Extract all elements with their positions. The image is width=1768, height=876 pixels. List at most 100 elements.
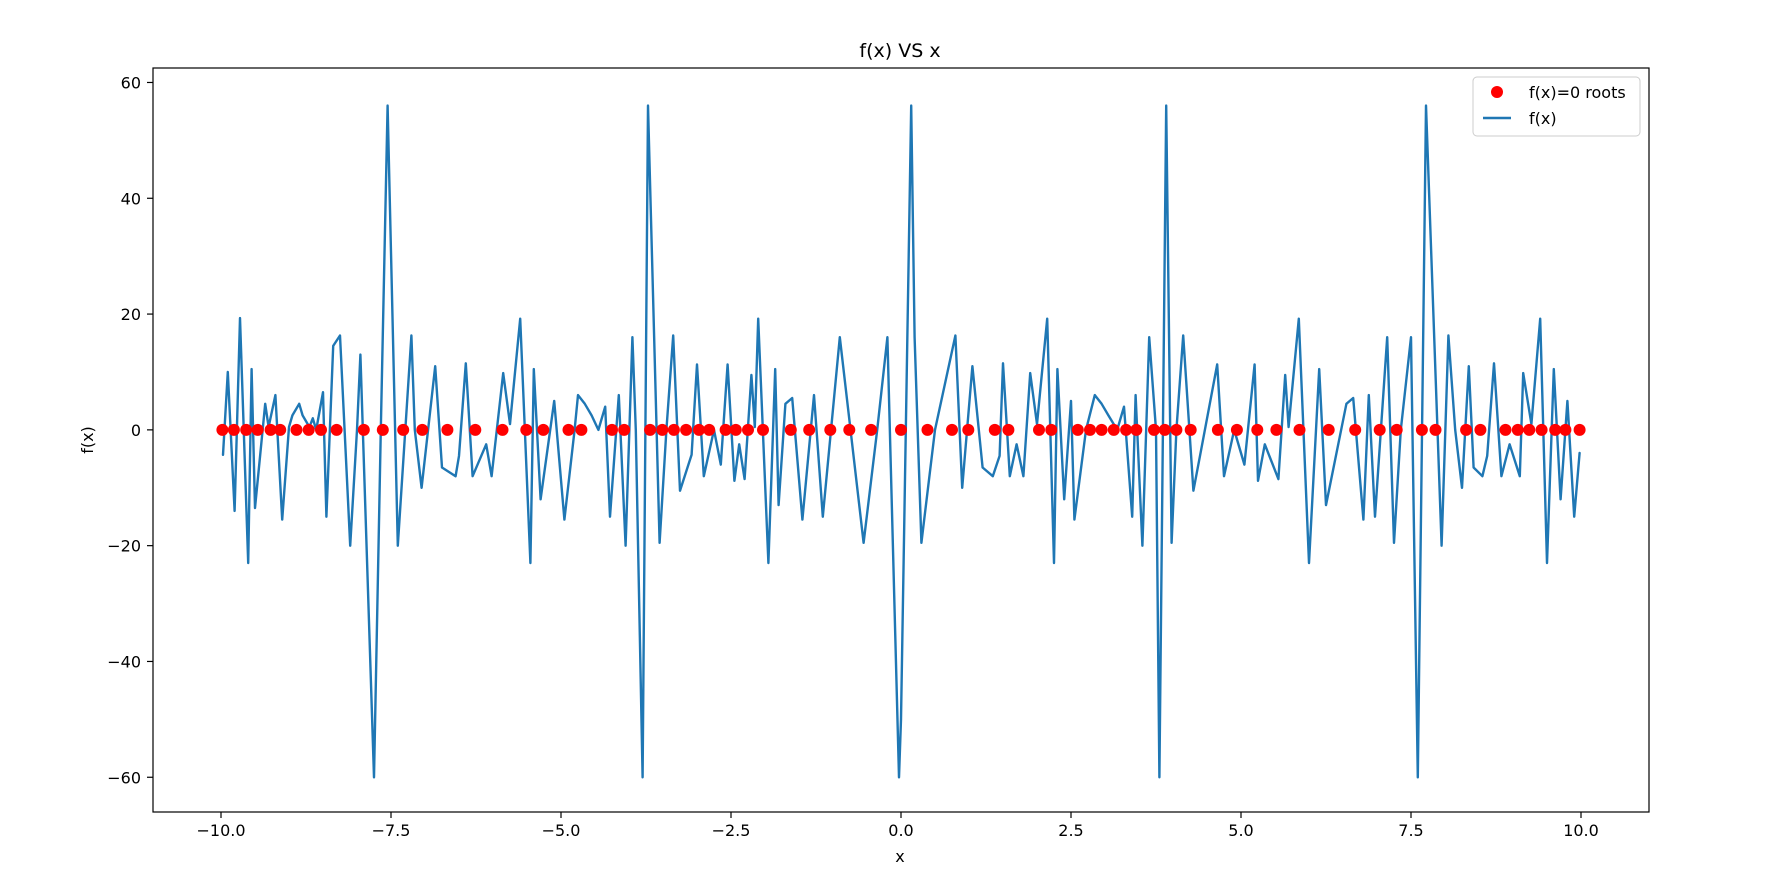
- root-point: [606, 423, 618, 436]
- root-point: [1230, 423, 1243, 436]
- root-point: [742, 423, 754, 436]
- root-point: [644, 423, 657, 436]
- root-point: [1511, 423, 1524, 436]
- root-point: [1120, 423, 1133, 436]
- root-point: [1045, 423, 1058, 436]
- root-point: [1107, 423, 1120, 436]
- root-point: [1184, 423, 1197, 436]
- root-point: [693, 423, 705, 436]
- x-tick-label: −10.0: [196, 821, 245, 840]
- root-point: [865, 423, 878, 436]
- root-point: [921, 423, 934, 436]
- root-point: [1549, 423, 1562, 436]
- root-point: [1158, 423, 1171, 436]
- legend: f(x)=0 roots f(x): [1472, 76, 1641, 137]
- root-point: [1293, 423, 1306, 436]
- root-point: [416, 423, 429, 436]
- root-point: [1373, 423, 1386, 436]
- root-point: [376, 423, 389, 436]
- root-point: [784, 423, 797, 436]
- root-point: [1499, 423, 1512, 436]
- root-point: [988, 423, 1001, 436]
- root-point: [1170, 423, 1183, 436]
- root-point: [441, 423, 454, 436]
- y-tick-label: 20: [121, 305, 141, 324]
- root-point: [520, 423, 533, 436]
- root-point: [397, 423, 410, 436]
- root-point: [1084, 423, 1096, 436]
- root-point: [264, 423, 277, 436]
- legend-box: [1472, 76, 1641, 137]
- root-point: [757, 423, 769, 436]
- x-tick-label: −5.0: [542, 821, 581, 840]
- root-point: [1322, 423, 1335, 436]
- y-tick-label: 60: [121, 73, 141, 92]
- x-tick-label: 0.0: [888, 821, 913, 840]
- root-point: [1460, 423, 1473, 436]
- root-point: [357, 423, 370, 436]
- root-point: [946, 423, 958, 436]
- chart-title: f(x) VS x: [859, 40, 940, 62]
- root-point: [1148, 423, 1160, 436]
- root-point: [1095, 423, 1108, 436]
- root-point: [843, 423, 856, 436]
- y-tick-label: −40: [107, 652, 141, 671]
- legend-marker-roots: [1491, 86, 1503, 98]
- y-tick-label: −60: [107, 768, 141, 787]
- x-tick-label: 2.5: [1058, 821, 1083, 840]
- root-point: [1002, 423, 1015, 436]
- root-point: [1429, 423, 1442, 436]
- root-point: [824, 423, 837, 436]
- x-tick-label: 5.0: [1228, 821, 1253, 840]
- series-line-fx: [221, 104, 1581, 779]
- root-point: [803, 423, 816, 436]
- root-point: [302, 423, 315, 436]
- root-point: [618, 423, 631, 436]
- root-point: [729, 423, 742, 436]
- y-tick-label: 40: [121, 189, 141, 208]
- root-point: [290, 423, 303, 436]
- root-point: [315, 423, 327, 436]
- y-axis-label: f(x): [78, 426, 97, 454]
- legend-label-fx: f(x): [1529, 109, 1557, 128]
- root-point: [656, 423, 669, 436]
- legend-label-roots: f(x)=0 roots: [1529, 83, 1626, 102]
- x-tick-label: 10.0: [1563, 821, 1599, 840]
- root-point: [216, 423, 229, 436]
- x-axis-label: x: [895, 847, 904, 866]
- root-point: [1474, 423, 1487, 436]
- x-tick-label: 7.5: [1398, 821, 1423, 840]
- root-point: [1251, 423, 1264, 436]
- x-tick-label: −7.5: [372, 821, 411, 840]
- root-point: [680, 423, 693, 436]
- root-point: [1535, 423, 1548, 436]
- plot-area: [216, 104, 1586, 779]
- root-point: [1270, 423, 1283, 436]
- root-point: [274, 423, 287, 436]
- root-point: [562, 423, 575, 436]
- root-point: [575, 423, 588, 436]
- root-point: [667, 423, 680, 436]
- axis-ticks: −10.0 −7.5 −5.0 −2.5 0.0 2.5 5.0 7.5 10.0 −60 −40 −…: [107, 73, 1599, 840]
- root-point: [1390, 423, 1403, 436]
- root-point: [240, 423, 253, 436]
- root-point: [1349, 423, 1362, 436]
- root-point: [1573, 423, 1586, 436]
- root-point: [496, 423, 509, 436]
- root-point: [895, 423, 907, 436]
- root-point: [469, 423, 482, 436]
- x-tick-label: −2.5: [712, 821, 751, 840]
- root-point: [537, 423, 550, 436]
- root-point: [1523, 423, 1536, 436]
- y-tick-label: 0: [131, 421, 141, 440]
- root-point: [1415, 423, 1428, 436]
- root-point: [719, 423, 732, 436]
- root-point: [1211, 423, 1224, 436]
- root-point: [1559, 423, 1572, 436]
- root-point: [962, 423, 975, 436]
- root-point: [227, 423, 240, 436]
- root-point: [703, 423, 716, 436]
- root-point: [1033, 423, 1045, 436]
